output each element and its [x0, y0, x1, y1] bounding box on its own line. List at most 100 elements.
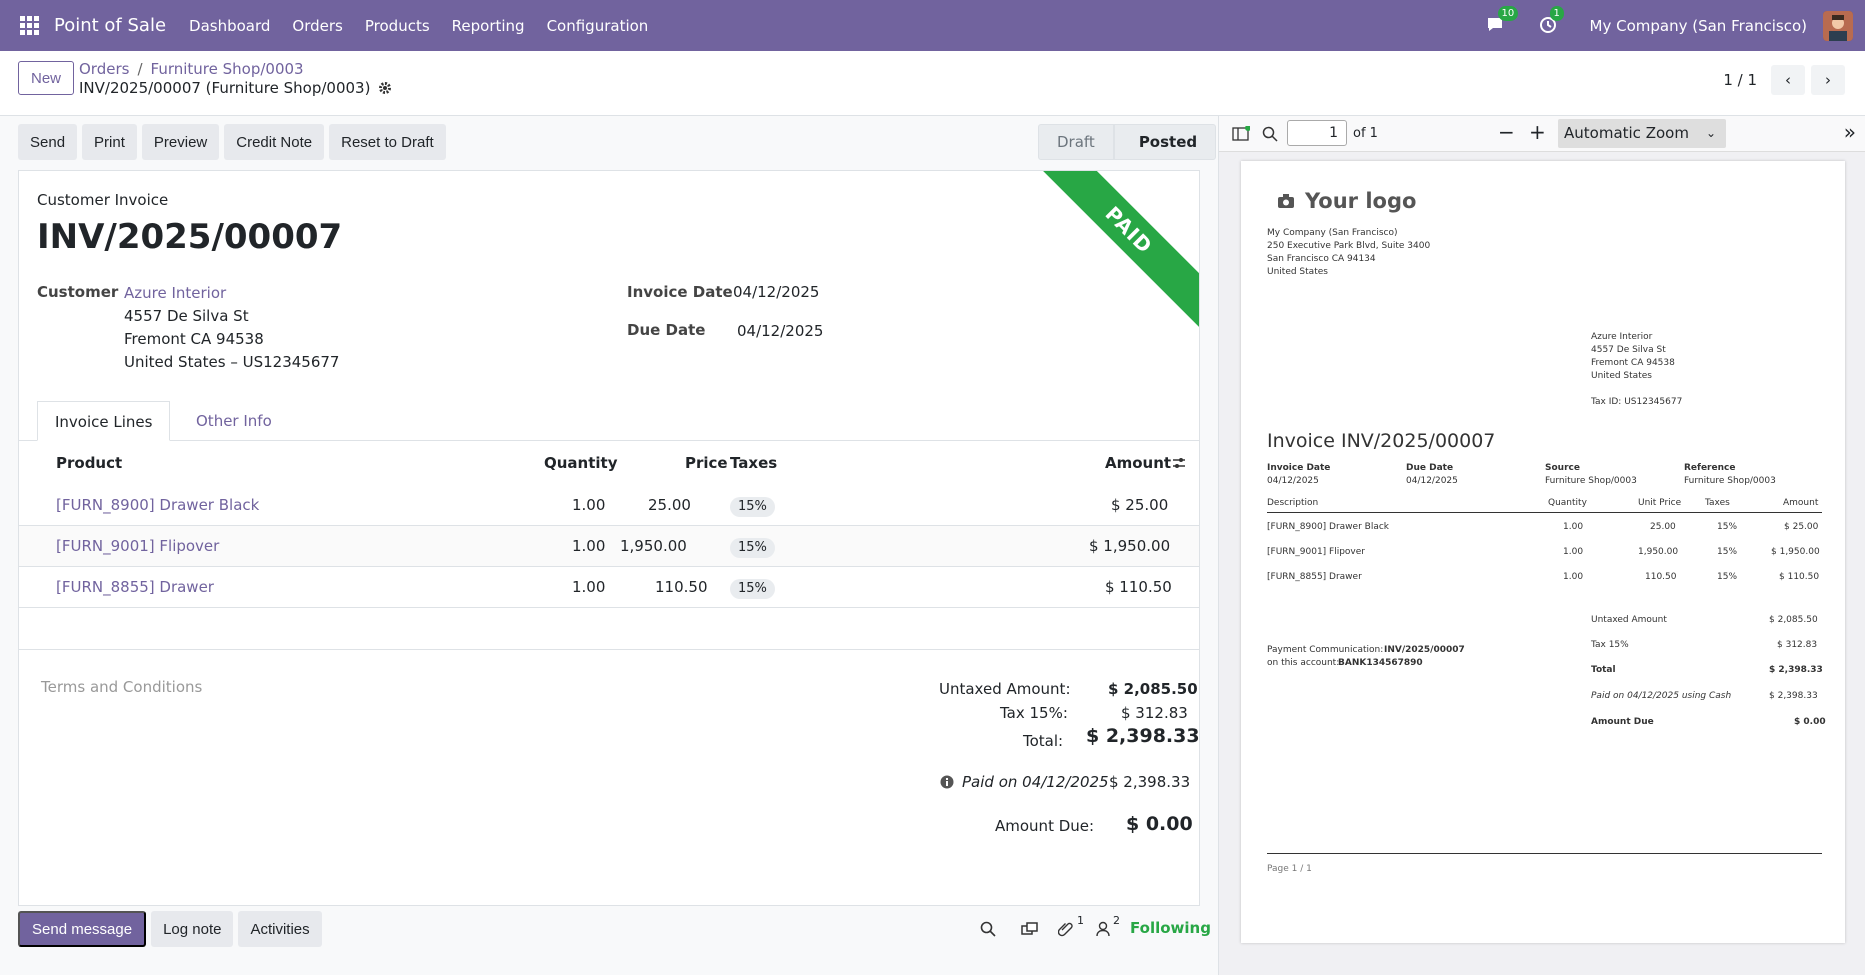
- pdf-payment-comm-value: INV/2025/00007: [1384, 645, 1465, 655]
- customer-name[interactable]: Azure Interior: [124, 284, 227, 302]
- messages-icon[interactable]: 10: [1486, 5, 1519, 37]
- total-label: Total:: [1023, 732, 1064, 750]
- sidebar-toggle-icon[interactable]: [1232, 126, 1250, 142]
- customer-address-line1: 4557 De Silva St: [124, 307, 249, 325]
- invoice-line-row[interactable]: [FURN_9001] Flipover 1.00 1,950.00 15% $…: [19, 526, 1199, 567]
- stage-draft[interactable]: Draft: [1038, 124, 1114, 160]
- tab-invoice-lines[interactable]: Invoice Lines: [37, 401, 171, 441]
- pdf-title: Invoice INV/2025/00007: [1267, 430, 1496, 452]
- breadcrumb-order[interactable]: Furniture Shop/0003: [150, 60, 304, 78]
- pdf-customer-line: 4557 De Silva St: [1591, 345, 1666, 355]
- stage-posted[interactable]: Posted: [1113, 124, 1217, 160]
- pdf-info-label: Reference: [1684, 463, 1736, 473]
- optional-columns-icon[interactable]: [1172, 456, 1186, 470]
- pdf-row-cell: 1.00: [1563, 547, 1584, 557]
- print-button[interactable]: Print: [82, 124, 137, 160]
- send-button[interactable]: Send: [18, 124, 78, 160]
- gear-icon[interactable]: [378, 81, 392, 95]
- pager-previous-button[interactable]: ‹: [1771, 65, 1805, 95]
- terms-field[interactable]: Terms and Conditions: [41, 678, 203, 696]
- invoice-line-row[interactable]: [FURN_8900] Drawer Black 1.00 25.00 15% …: [19, 485, 1199, 526]
- col-quantity[interactable]: Quantity: [544, 454, 618, 472]
- pager-next-button[interactable]: ›: [1811, 65, 1845, 95]
- empty-line-row: [19, 608, 1199, 650]
- line-quantity: 1.00: [572, 578, 606, 596]
- lines-header: Product Quantity Price Taxes Amount: [19, 441, 1199, 485]
- pdf-account-label: on this account:: [1267, 658, 1340, 668]
- preview-button[interactable]: Preview: [141, 124, 220, 160]
- line-amount: $ 110.50: [1105, 578, 1172, 596]
- followers-icon[interactable]: [1095, 921, 1111, 937]
- total-amount: $ 2,398.33: [1086, 725, 1200, 747]
- col-product[interactable]: Product: [56, 454, 123, 472]
- messages-badge: 10: [1497, 5, 1519, 21]
- tools-expand-icon[interactable]: »: [1843, 120, 1856, 144]
- pdf-table-header-rule: [1267, 512, 1822, 513]
- activities-button[interactable]: Activities: [238, 911, 322, 947]
- user-avatar[interactable]: [1823, 10, 1853, 41]
- invoice-sheet: PAID Customer Invoice INV/2025/00007 Cus…: [18, 170, 1200, 906]
- col-price[interactable]: Price: [685, 454, 728, 472]
- pdf-total-value: $ 2,085.50: [1769, 615, 1818, 625]
- credit-note-button[interactable]: Credit Note: [224, 124, 325, 160]
- new-button[interactable]: New: [18, 61, 74, 95]
- pdf-col-header: Taxes: [1705, 498, 1730, 508]
- invoice-date-label: Invoice Date: [627, 283, 733, 301]
- pager-value[interactable]: 1 / 1: [1723, 71, 1757, 89]
- pdf-row-cell: 1,950.00: [1638, 547, 1679, 557]
- breadcrumb-orders[interactable]: Orders: [79, 60, 130, 78]
- activities-icon[interactable]: 1: [1538, 5, 1564, 37]
- due-date-field[interactable]: 04/12/2025: [737, 322, 824, 340]
- paid-ribbon: PAID: [1023, 171, 1199, 336]
- reset-to-draft-button[interactable]: Reset to Draft: [329, 124, 446, 160]
- col-amount[interactable]: Amount: [1105, 454, 1172, 472]
- pdf-company-line: San Francisco CA 94134: [1267, 254, 1376, 264]
- menu-dashboard[interactable]: Dashboard: [189, 16, 271, 35]
- pdf-search-icon[interactable]: [1262, 126, 1278, 142]
- page-number-input[interactable]: 1: [1287, 120, 1347, 146]
- customer-address-line3: United States – US12345677: [124, 353, 340, 371]
- action-buttons: Send Print Preview Credit Note Reset to …: [18, 124, 446, 160]
- col-taxes[interactable]: Taxes: [730, 454, 778, 472]
- following-button[interactable]: Following: [1130, 919, 1211, 937]
- followers-count: 2: [1113, 914, 1120, 927]
- menu-orders[interactable]: Orders: [292, 16, 343, 35]
- menu-reporting[interactable]: Reporting: [451, 16, 525, 35]
- log-note-button[interactable]: Log note: [151, 911, 234, 947]
- search-icon[interactable]: [980, 921, 996, 937]
- zoom-out-button[interactable]: −: [1498, 120, 1515, 144]
- pdf-row-cell: $ 25.00: [1784, 522, 1819, 532]
- pdf-info-value: 04/12/2025: [1267, 476, 1319, 486]
- form-area: Send Print Preview Credit Note Reset to …: [0, 116, 1218, 975]
- pdf-customer-line: Azure Interior: [1591, 332, 1653, 342]
- windows-icon[interactable]: [1021, 921, 1039, 937]
- pdf-info-label: Invoice Date: [1267, 463, 1331, 473]
- pdf-col-header: Amount: [1783, 498, 1819, 508]
- info-icon[interactable]: [940, 775, 954, 789]
- pdf-logo-text: Your logo: [1305, 189, 1417, 213]
- paperclip-icon[interactable]: [1058, 921, 1074, 937]
- amount-due-label: Amount Due:: [995, 817, 1095, 835]
- pdf-col-header: Description: [1267, 498, 1319, 508]
- status-bar: Draft Posted: [1038, 124, 1217, 160]
- pdf-viewer: 1 of 1 − + Automatic Zoom ⌄ » Your logo …: [1218, 116, 1865, 975]
- page-total: of 1: [1353, 126, 1378, 141]
- menu-configuration[interactable]: Configuration: [546, 16, 649, 35]
- zoom-select[interactable]: Automatic Zoom ⌄: [1558, 119, 1726, 148]
- line-product[interactable]: [FURN_8900] Drawer Black: [56, 496, 260, 514]
- menu-products[interactable]: Products: [364, 16, 430, 35]
- zoom-value: Automatic Zoom: [1564, 124, 1689, 142]
- company-switcher[interactable]: My Company (San Francisco): [1589, 16, 1807, 35]
- paid-amount: $ 2,398.33: [1109, 773, 1191, 791]
- line-product[interactable]: [FURN_8855] Drawer: [56, 578, 214, 596]
- zoom-in-button[interactable]: +: [1529, 120, 1546, 144]
- send-message-button[interactable]: Send message: [18, 911, 147, 947]
- pdf-total-value: $ 0.00: [1794, 717, 1826, 727]
- tab-other-info[interactable]: Other Info: [196, 412, 272, 430]
- app-name[interactable]: Point of Sale: [54, 15, 167, 36]
- line-product[interactable]: [FURN_9001] Flipover: [56, 537, 220, 555]
- invoice-date-field[interactable]: 04/12/2025: [733, 283, 820, 301]
- invoice-line-row[interactable]: [FURN_8855] Drawer 1.00 110.50 15% $ 110…: [19, 567, 1199, 608]
- apps-grid-icon[interactable]: [20, 15, 40, 36]
- pdf-customer-line: United States: [1591, 371, 1652, 381]
